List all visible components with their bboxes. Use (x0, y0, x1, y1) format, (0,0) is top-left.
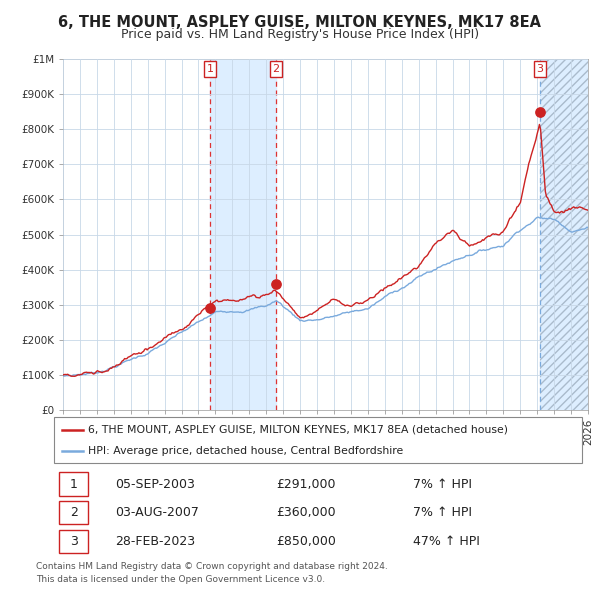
Text: 47% ↑ HPI: 47% ↑ HPI (413, 535, 480, 548)
Text: £850,000: £850,000 (276, 535, 335, 548)
Text: 3: 3 (70, 535, 78, 548)
Text: 6, THE MOUNT, ASPLEY GUISE, MILTON KEYNES, MK17 8EA: 6, THE MOUNT, ASPLEY GUISE, MILTON KEYNE… (59, 15, 542, 30)
Point (271, 279, 281, 289)
Text: 05-SEP-2003: 05-SEP-2003 (115, 477, 194, 490)
Text: 7% ↑ HPI: 7% ↑ HPI (413, 506, 472, 519)
Point (535, 107, 545, 116)
Bar (540, 59, 588, 410)
Text: 3: 3 (536, 64, 544, 74)
Point (205, 303, 215, 313)
Bar (210, 59, 276, 410)
Text: £291,000: £291,000 (276, 477, 335, 490)
Text: 6, THE MOUNT, ASPLEY GUISE, MILTON KEYNES, MK17 8EA (detached house): 6, THE MOUNT, ASPLEY GUISE, MILTON KEYNE… (88, 425, 508, 435)
Bar (540, 59, 588, 410)
Text: 1: 1 (70, 477, 78, 490)
Text: Contains HM Land Registry data © Crown copyright and database right 2024.: Contains HM Land Registry data © Crown c… (36, 562, 388, 571)
Text: 2: 2 (272, 64, 280, 74)
Text: 1: 1 (206, 64, 214, 74)
FancyBboxPatch shape (59, 530, 88, 553)
Text: HPI: Average price, detached house, Central Bedfordshire: HPI: Average price, detached house, Cent… (88, 445, 404, 455)
FancyBboxPatch shape (59, 501, 88, 525)
Text: £360,000: £360,000 (276, 506, 335, 519)
FancyBboxPatch shape (54, 417, 582, 463)
Text: 7% ↑ HPI: 7% ↑ HPI (413, 477, 472, 490)
Text: Price paid vs. HM Land Registry's House Price Index (HPI): Price paid vs. HM Land Registry's House … (121, 28, 479, 41)
FancyBboxPatch shape (59, 473, 88, 496)
Text: 2: 2 (70, 506, 78, 519)
Text: 03-AUG-2007: 03-AUG-2007 (115, 506, 199, 519)
Text: 28-FEB-2023: 28-FEB-2023 (115, 535, 195, 548)
Text: This data is licensed under the Open Government Licence v3.0.: This data is licensed under the Open Gov… (36, 575, 325, 584)
